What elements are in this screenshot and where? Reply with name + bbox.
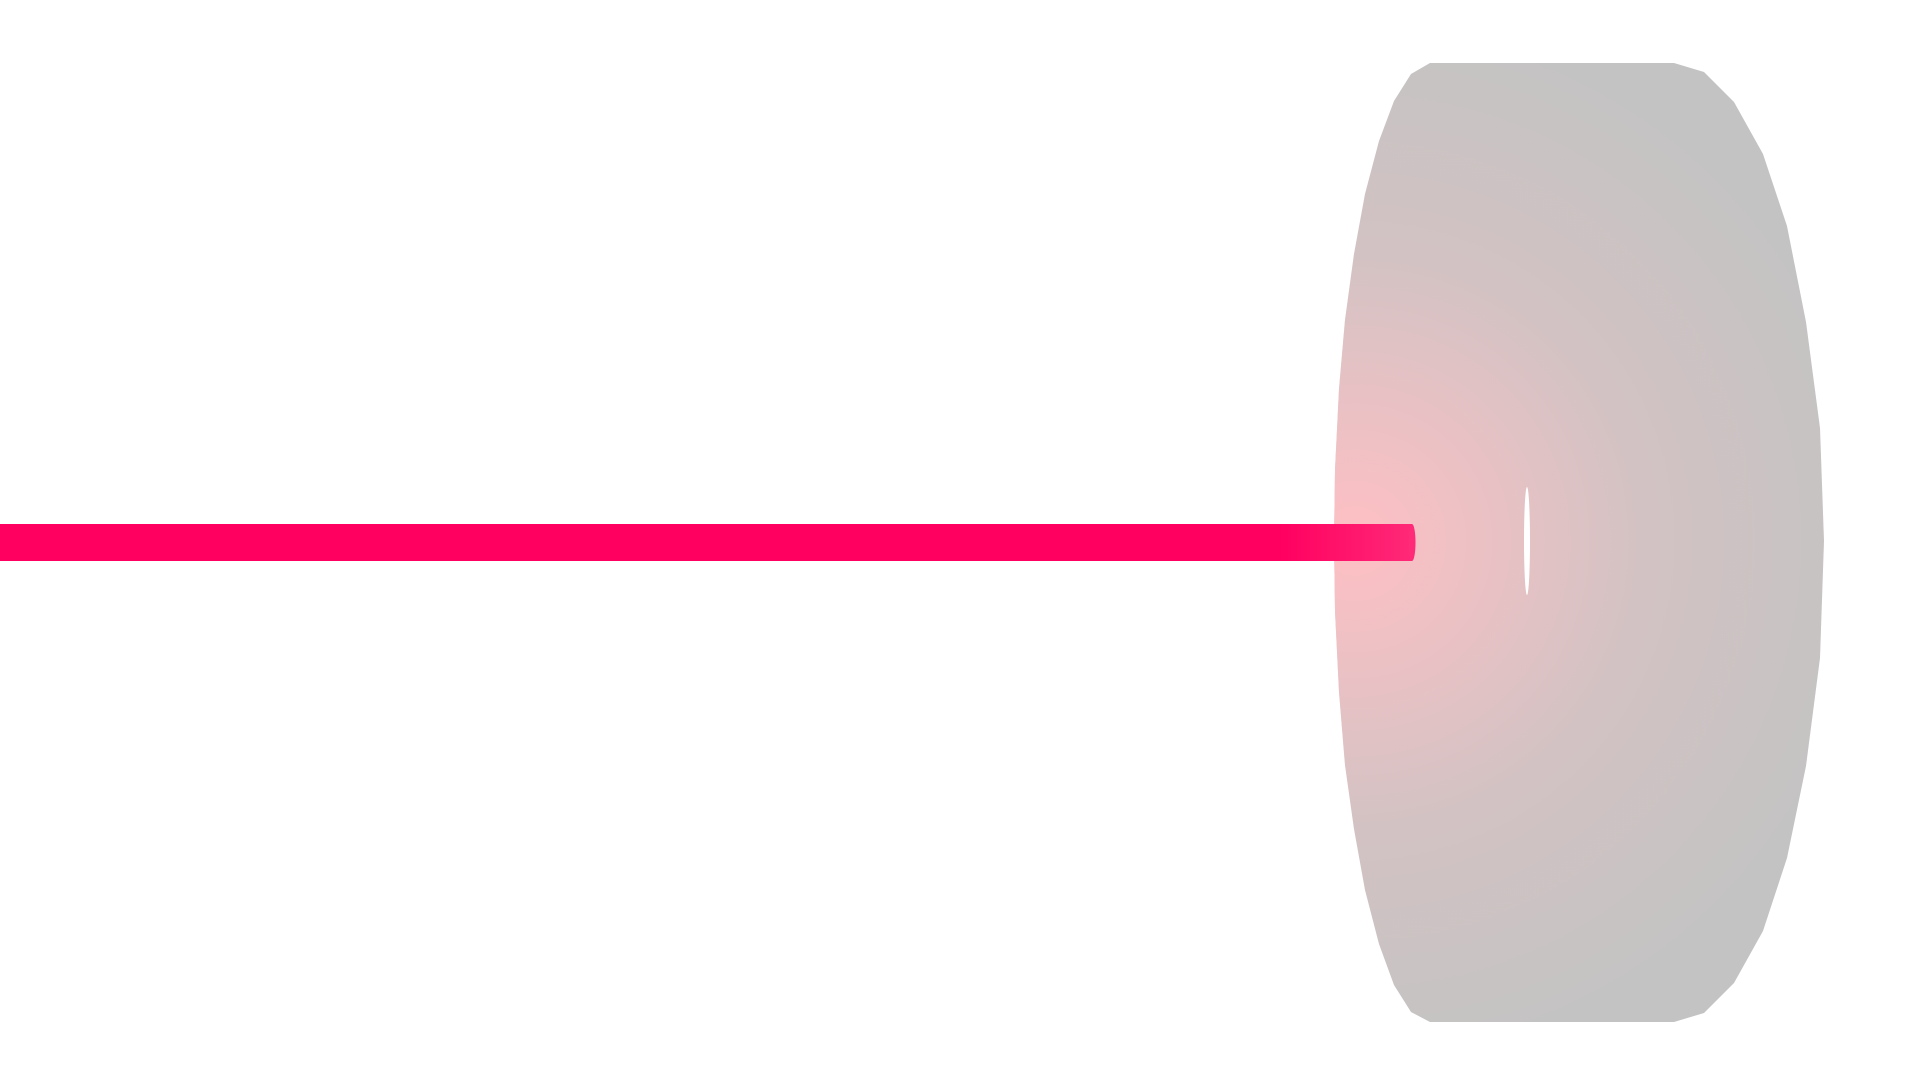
impact-glow [1334,63,1824,1022]
disc-slit [1524,487,1530,595]
laser-beam [0,524,1416,561]
beam-body [0,524,1412,561]
target-disc [1334,63,1824,1022]
beam-tip-fade [1280,524,1412,561]
beam-end-cap [1408,524,1416,561]
